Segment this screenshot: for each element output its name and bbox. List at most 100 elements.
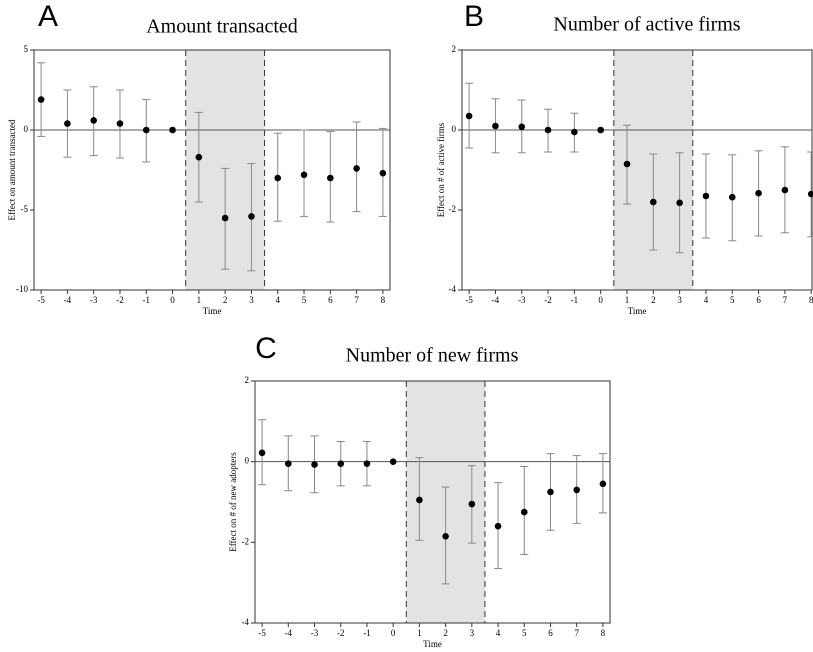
point — [311, 461, 318, 468]
y-tick-label: -2 — [449, 204, 457, 214]
x-tick-label: 1 — [417, 628, 422, 638]
point — [728, 193, 736, 201]
point — [37, 96, 45, 103]
point — [544, 126, 552, 134]
point — [442, 532, 449, 540]
point — [258, 449, 266, 457]
x-tick-label: 2 — [651, 295, 656, 305]
x-axis-label: Time — [628, 306, 647, 316]
point — [547, 488, 554, 496]
x-tick-label: 4 — [275, 295, 280, 305]
x-tick-label: 3 — [470, 628, 475, 638]
y-axis-label: Effect on # of new adopters — [228, 452, 238, 552]
x-tick-label: 7 — [783, 295, 788, 305]
chart-title: Number of active firms — [553, 14, 740, 36]
y-axis-label: Effect on amount transacted — [7, 119, 17, 221]
point — [650, 198, 657, 206]
plot-frame — [461, 49, 813, 291]
y-tick-label: -4 — [449, 284, 457, 294]
point — [389, 458, 397, 465]
point — [337, 460, 345, 467]
y-tick-label: 0 — [452, 124, 457, 134]
point — [520, 508, 528, 516]
panel-letter: C — [255, 332, 277, 365]
x-tick-label: -1 — [571, 295, 579, 305]
point — [116, 120, 124, 127]
y-tick-label: 0 — [24, 124, 29, 134]
x-tick-label: -3 — [518, 295, 526, 305]
x-tick-label: 7 — [354, 295, 359, 305]
panel-letter: B — [464, 0, 484, 33]
x-tick-label: -1 — [143, 295, 151, 305]
point — [573, 486, 581, 494]
point — [755, 189, 762, 197]
x-tick-label: 5 — [522, 628, 527, 638]
point — [416, 496, 423, 504]
x-tick-label: -4 — [492, 295, 500, 305]
y-axis-label: Effect on # of active firms — [436, 122, 446, 217]
point — [807, 190, 813, 198]
y-tick-label: -10 — [16, 284, 28, 294]
x-tick-label: 6 — [756, 295, 761, 305]
x-tick-label: -5 — [465, 295, 473, 305]
point — [468, 500, 476, 508]
panel-letter: A — [38, 0, 58, 33]
x-tick-label: -5 — [258, 628, 266, 638]
x-tick-label: -5 — [37, 295, 45, 305]
x-tick-label: 5 — [730, 295, 735, 305]
x-tick-label: 3 — [677, 295, 682, 305]
y-tick-label: -4 — [242, 617, 250, 627]
point — [599, 480, 607, 488]
x-tick-label: 0 — [391, 628, 396, 638]
y-tick-label: 2 — [245, 375, 250, 385]
point — [676, 199, 683, 207]
point — [90, 117, 97, 124]
x-tick-label: 6 — [328, 295, 333, 305]
point — [571, 128, 578, 136]
point — [363, 460, 371, 467]
point — [327, 174, 334, 182]
x-tick-label: 4 — [704, 295, 709, 305]
chart-title: Amount transacted — [146, 16, 298, 38]
point — [169, 126, 176, 134]
point — [518, 123, 526, 131]
chart-title: Number of new firms — [346, 345, 519, 367]
x-tick-label: -2 — [116, 295, 124, 305]
x-tick-label: -3 — [90, 295, 98, 305]
point — [300, 171, 308, 179]
x-tick-label: 8 — [601, 628, 606, 638]
point — [379, 169, 387, 177]
point — [353, 165, 360, 172]
point — [494, 522, 502, 530]
x-tick-label: 8 — [809, 295, 813, 305]
x-tick-label: -4 — [64, 295, 72, 305]
point — [702, 192, 710, 200]
x-tick-label: 8 — [381, 295, 386, 305]
x-tick-label: 1 — [625, 295, 630, 305]
x-tick-label: 2 — [223, 295, 228, 305]
point — [142, 126, 150, 134]
point — [623, 160, 631, 168]
point — [248, 213, 255, 220]
plot-frame — [33, 49, 391, 291]
x-tick-label: 1 — [197, 295, 202, 305]
point — [195, 153, 203, 161]
point — [64, 120, 71, 127]
x-tick-label: 0 — [170, 295, 175, 305]
plot-frame — [254, 380, 611, 624]
x-tick-label: 4 — [496, 628, 501, 638]
x-tick-label: 7 — [574, 628, 579, 638]
y-tick-label: 5 — [24, 44, 29, 54]
x-axis-label: Time — [203, 306, 222, 316]
point — [597, 126, 604, 134]
x-tick-label: -2 — [544, 295, 552, 305]
y-tick-label: 2 — [452, 44, 457, 54]
x-tick-label: 6 — [548, 628, 553, 638]
point — [465, 112, 473, 120]
point — [492, 122, 499, 130]
point — [221, 214, 229, 222]
point — [781, 186, 789, 194]
y-tick-label: -2 — [242, 536, 250, 546]
x-tick-label: -1 — [363, 628, 371, 638]
